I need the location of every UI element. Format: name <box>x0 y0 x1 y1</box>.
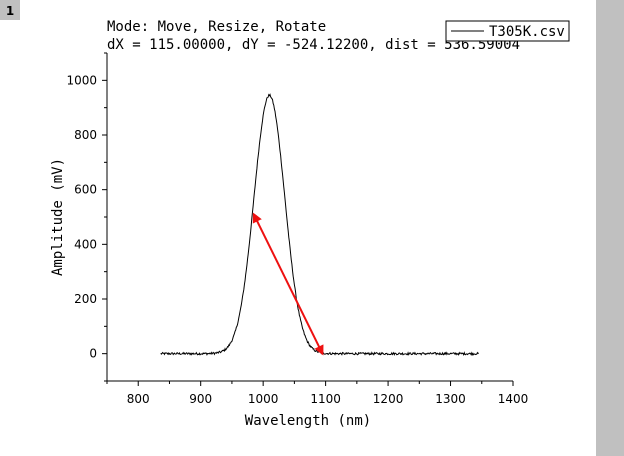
x-axis-title: Wavelength (nm) <box>245 413 371 429</box>
legend-box[interactable] <box>445 20 570 42</box>
side-panel <box>596 0 624 456</box>
series-line-T305K <box>160 93 480 357</box>
y-tick-label: 400 <box>74 237 97 251</box>
legend-entry-label: T305K.csv <box>489 24 565 40</box>
y-axis-title: Amplitude (mV) <box>50 158 66 276</box>
y-tick-label: 1000 <box>66 73 97 87</box>
y-tick-label: 800 <box>74 128 97 142</box>
x-tick-label: 800 <box>127 392 150 406</box>
y-tick-label: 200 <box>74 292 97 306</box>
measure-arrow[interactable] <box>252 212 324 356</box>
x-tick-label: 900 <box>189 392 212 406</box>
measure-readout-text: dX = 115.00000, dY = -524.12200, dist = … <box>107 37 520 53</box>
y-tick-label: 0 <box>89 347 97 361</box>
x-tick-label: 1100 <box>310 392 341 406</box>
layer-badge-label: 1 <box>6 4 14 18</box>
mode-status-text: Mode: Move, Resize, Rotate <box>107 19 326 35</box>
x-tick-label: 1400 <box>498 392 529 406</box>
x-tick-label: 1000 <box>248 392 279 406</box>
x-tick-label: 1300 <box>435 392 466 406</box>
y-tick-label: 600 <box>74 183 97 197</box>
x-tick-label: 1200 <box>373 392 404 406</box>
layer-badge[interactable] <box>0 0 20 20</box>
